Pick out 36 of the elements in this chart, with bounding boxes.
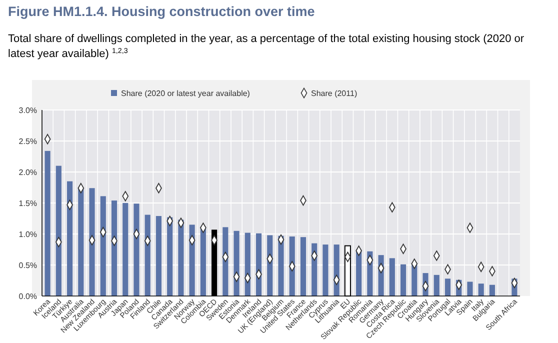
bar <box>300 237 306 296</box>
bar <box>78 188 84 296</box>
legend-label: Share (2011) <box>311 89 358 98</box>
bar <box>167 217 173 296</box>
bar <box>89 188 95 296</box>
bar <box>156 216 162 296</box>
bar <box>322 244 328 296</box>
bar <box>100 196 106 296</box>
bar <box>111 200 118 296</box>
y-tick-label: 1.0% <box>18 230 37 239</box>
chart-subtitle: Total share of dwellings completed in the year, as a percentage of the total existing housing stock (2020 or latest year available) $^{1,2,3}$ <box>8 33 524 60</box>
bar <box>144 214 150 296</box>
bar <box>122 203 128 296</box>
bar <box>400 264 406 296</box>
bar <box>489 284 495 296</box>
y-tick-label: 0.5% <box>18 260 37 270</box>
bar <box>278 236 284 296</box>
bar <box>189 224 195 296</box>
bar <box>434 274 440 296</box>
y-tick-label: 3.0% <box>18 106 37 115</box>
legend-label: Share (2020 or latest year available) <box>121 89 250 98</box>
bar <box>389 258 395 296</box>
y-tick-label: 2.0% <box>18 168 37 177</box>
bar <box>478 284 484 296</box>
bar <box>67 181 73 296</box>
bar <box>44 150 50 296</box>
y-tick-label: 0.0% <box>18 292 37 301</box>
bar <box>444 278 451 296</box>
bar <box>178 220 184 296</box>
bar <box>56 166 62 296</box>
bar <box>134 204 140 296</box>
chart-title: Figure HM1.1.4. Housing construction over time <box>8 4 316 19</box>
bar <box>200 226 206 296</box>
y-tick-label: 1.5% <box>18 198 37 208</box>
y-tick-label: 2.5% <box>18 136 37 146</box>
bar <box>467 282 473 296</box>
